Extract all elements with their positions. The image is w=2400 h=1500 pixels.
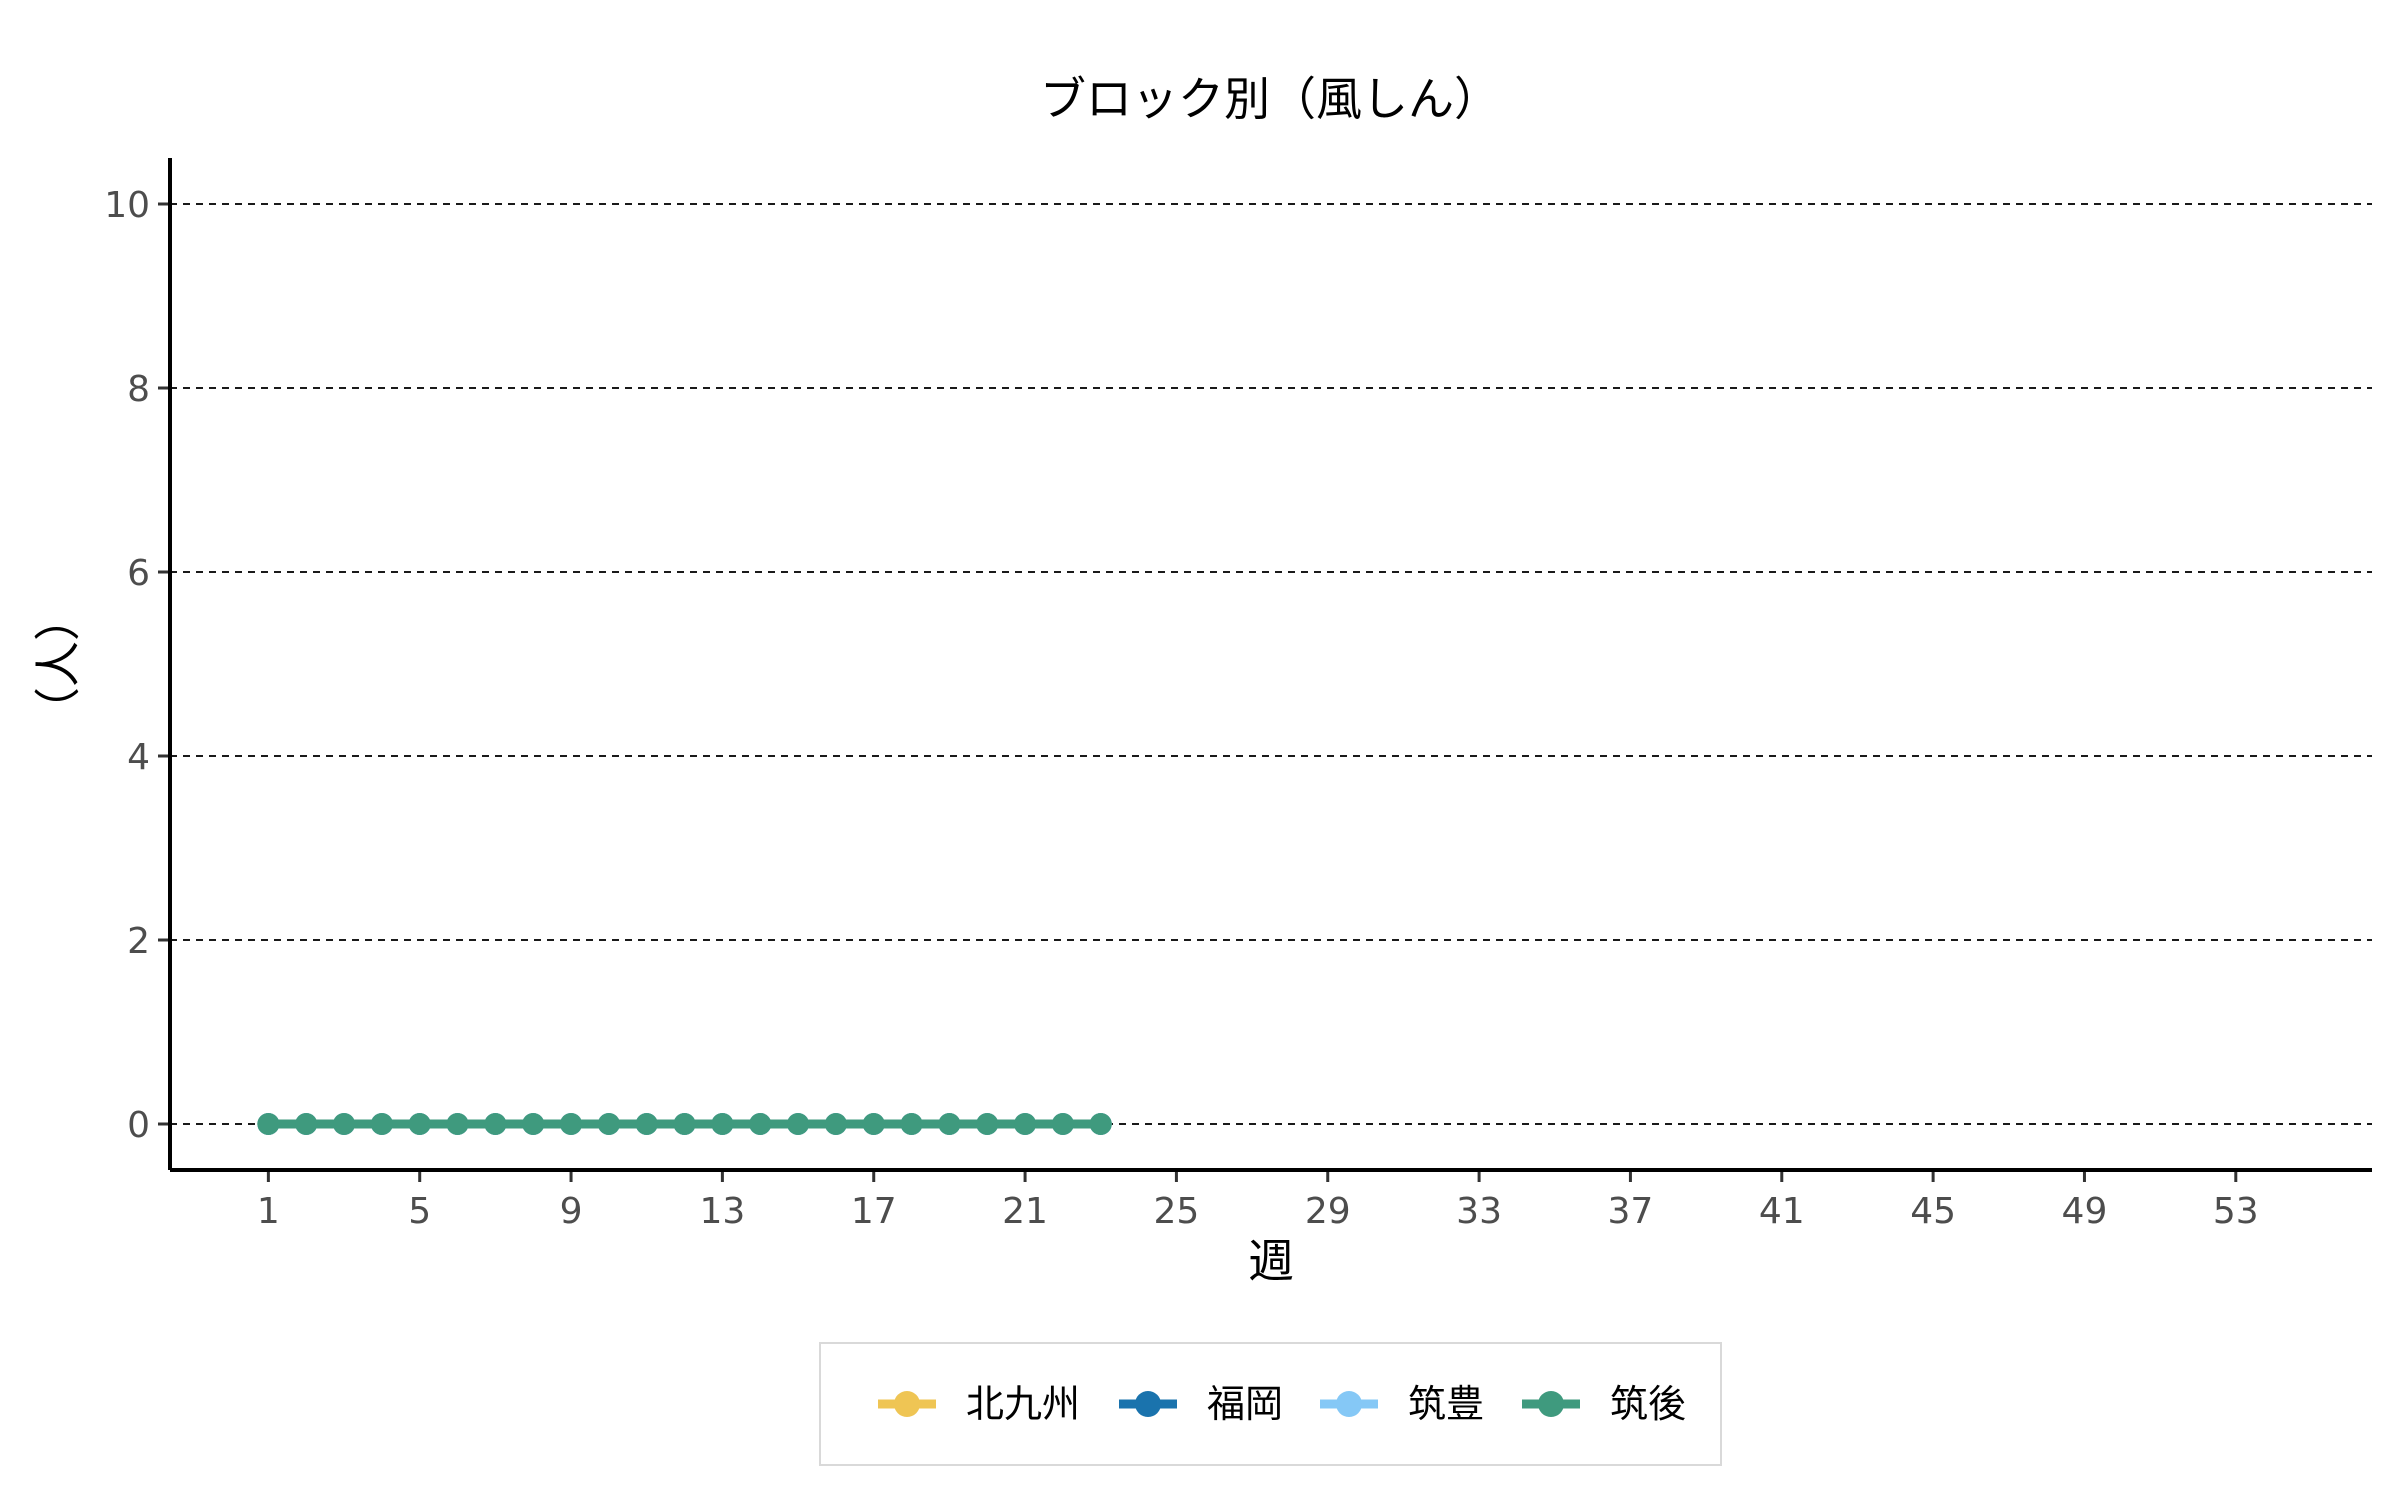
grid-lines [170,203,2372,1125]
legend-item-福岡: 福岡 [1119,1382,1283,1426]
x-tick-label: 37 [1608,1191,1654,1232]
data-point [749,1113,772,1135]
data-point [673,1113,696,1135]
x-tick-label: 29 [1305,1191,1351,1232]
data-point [938,1113,961,1135]
data-point [1051,1113,1074,1135]
legend-box [819,1342,1722,1466]
legend-key-point [1135,1391,1161,1417]
data-point [635,1113,658,1135]
legend-key-point [1538,1391,1564,1417]
x-tick-label: 49 [2062,1191,2108,1232]
x-tick-label: 33 [1456,1191,1502,1232]
y-tick-label: 6 [127,553,150,594]
y-tick-label: 0 [127,1105,150,1146]
data-point [257,1113,280,1135]
x-tick-label: 13 [699,1191,745,1232]
y-tick-label: 8 [127,369,150,410]
data-point [560,1113,583,1135]
series-group [257,1113,1112,1135]
data-point [370,1113,393,1135]
x-axis-ticks: 1 5 9 13 17 21 25 29 33 37 41 45 49 53 [257,1170,2259,1232]
data-point [333,1113,356,1135]
legend-item-筑豊: 筑豊 [1320,1382,1484,1426]
y-tick-label: 4 [127,737,150,778]
series-筑後 [257,1113,1112,1135]
legend-key-point [894,1391,920,1417]
data-point [787,1113,810,1135]
chart-title: ブロック別（風しん） [1040,72,1500,126]
data-point [824,1113,847,1135]
legend: 北九州 福岡 筑豊 筑後 [819,1342,1722,1466]
legend-label: 筑豊 [1408,1382,1484,1426]
x-tick-label: 5 [408,1191,431,1232]
data-point [446,1113,469,1135]
data-point [711,1113,734,1135]
legend-label: 北九州 [966,1382,1080,1426]
data-point [900,1113,923,1135]
x-tick-label: 25 [1154,1191,1200,1232]
x-tick-label: 21 [1002,1191,1048,1232]
data-point [862,1113,885,1135]
legend-label: 筑後 [1610,1382,1686,1426]
data-point [522,1113,545,1135]
y-axis-ticks: 0 2 4 6 8 10 [104,185,170,1146]
legend-item-筑後: 筑後 [1522,1382,1686,1426]
x-axis-title: 週 [1248,1234,1294,1288]
data-point [1089,1113,1112,1135]
data-point [295,1113,318,1135]
data-point [408,1113,431,1135]
x-tick-label: 9 [560,1191,583,1232]
data-point [484,1113,507,1135]
y-tick-label: 10 [104,185,150,226]
legend-key-point [1336,1391,1362,1417]
data-point [1014,1113,1037,1135]
x-tick-label: 1 [257,1191,280,1232]
data-point [976,1113,999,1135]
x-tick-label: 17 [851,1191,897,1232]
legend-item-北九州: 北九州 [878,1382,1080,1426]
y-axis-title: （人） [31,595,85,733]
x-tick-label: 53 [2213,1191,2259,1232]
legend-label: 福岡 [1207,1382,1283,1426]
x-tick-label: 41 [1759,1191,1805,1232]
y-tick-label: 2 [127,921,150,962]
data-point [597,1113,620,1135]
x-tick-label: 45 [1910,1191,1956,1232]
